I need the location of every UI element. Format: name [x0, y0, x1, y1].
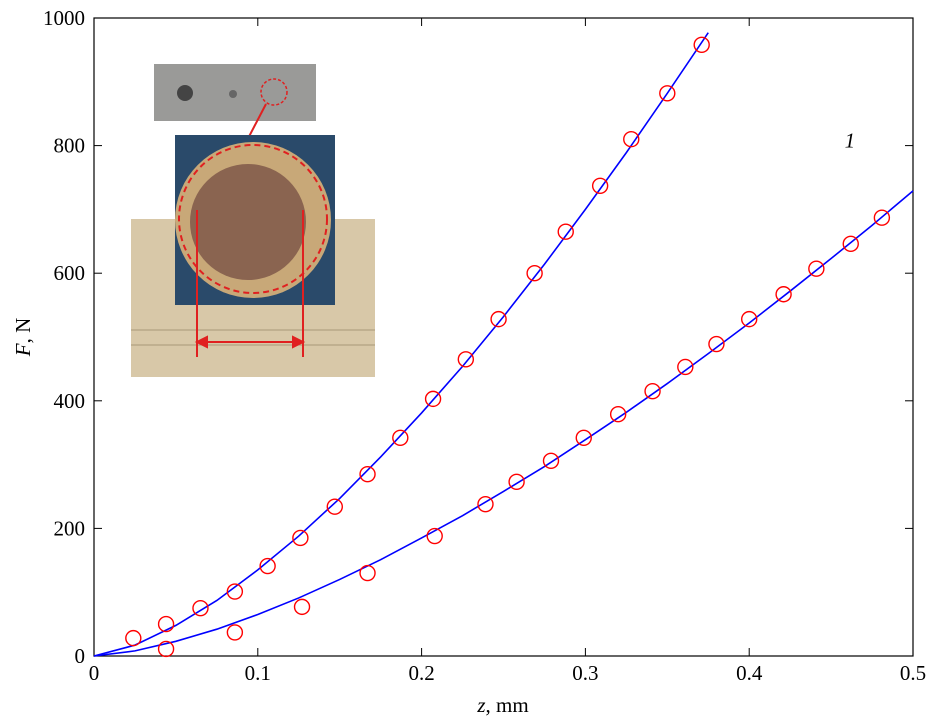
data-point [873, 209, 891, 226]
data-point [226, 624, 244, 641]
data-point [575, 429, 592, 447]
data-point [677, 358, 694, 376]
hole [229, 90, 237, 98]
data-point [693, 36, 710, 53]
data-point [259, 557, 276, 575]
x-tick-label: 0.5 [900, 661, 926, 685]
data-point [708, 335, 725, 353]
data-point [192, 599, 209, 617]
data-point [741, 310, 758, 328]
data-point [775, 286, 792, 303]
inset-photo [131, 64, 375, 377]
x-tick-label: 0.1 [245, 661, 271, 685]
data-point [125, 629, 142, 647]
x-tick-label: 0.3 [572, 661, 598, 685]
fit-curve [93, 190, 914, 657]
ruler-marks [131, 329, 375, 346]
data-point [157, 640, 175, 658]
x-tick-label: 0 [89, 661, 100, 685]
data-point [644, 383, 661, 400]
x-axis-unit: , mm [486, 693, 529, 717]
curve-label: 2 [632, 0, 643, 2]
data-point [392, 429, 409, 447]
x-tick-label: 0.4 [736, 661, 763, 685]
x-tick-label: 0.2 [408, 661, 434, 685]
data-point [591, 177, 609, 194]
y-tick-label: 600 [54, 261, 86, 285]
y-tick-label: 200 [54, 516, 86, 540]
data-point [557, 223, 574, 240]
curve-label: 1 [845, 129, 856, 153]
plot-frame [93, 17, 914, 657]
data-point [808, 260, 825, 277]
y-tick-label: 1000 [43, 6, 85, 30]
y-tick-label: 800 [54, 134, 86, 158]
sample-core [190, 164, 306, 280]
y-tick-label: 0 [75, 644, 86, 668]
data-point [542, 452, 560, 469]
x-axis-symbol: z [476, 693, 485, 717]
data-point [359, 564, 376, 582]
data-point [477, 495, 494, 513]
data-point [157, 615, 175, 633]
data-point [842, 235, 859, 253]
data-point [226, 583, 244, 600]
highlight-circle [260, 78, 288, 106]
measure-lines [194, 210, 306, 357]
data-point [326, 498, 343, 515]
y-axis-unit: , N [11, 318, 35, 344]
y-axis-symbol: F [11, 343, 35, 357]
data-point [457, 351, 475, 368]
y-tick-label: 400 [54, 389, 86, 413]
data-point [623, 131, 640, 148]
data-point [659, 85, 676, 102]
data-point [359, 465, 376, 483]
dashed-circle [178, 144, 328, 294]
data-point [424, 390, 442, 408]
data-point [293, 598, 311, 616]
data-point [426, 527, 443, 545]
data-point [508, 473, 525, 491]
data-point [490, 310, 507, 328]
data-point [609, 405, 627, 423]
y-axis-label: F, N [11, 318, 35, 358]
data-point [292, 529, 309, 547]
hole [177, 85, 193, 101]
x-axis-label: z, mm [476, 693, 528, 717]
data-point [526, 265, 543, 282]
